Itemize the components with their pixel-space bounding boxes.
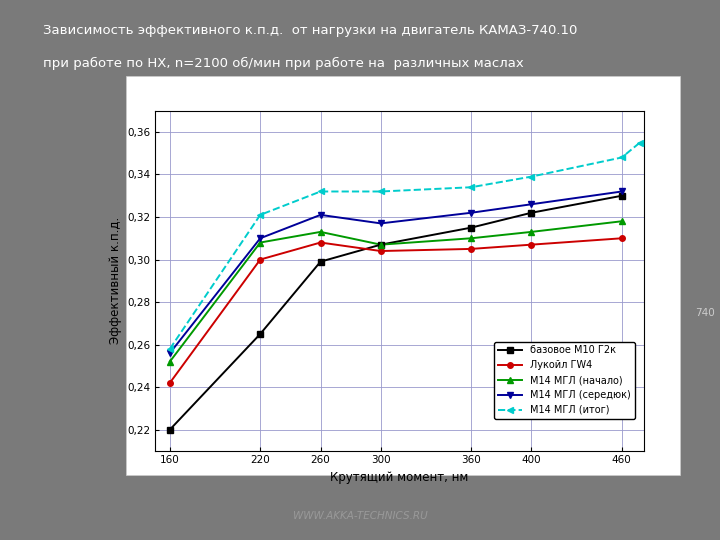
Text: Зависимость эффективного к.п.д.  от нагрузки на двигатель КАМАЗ-740.10: Зависимость эффективного к.п.д. от нагру…: [43, 24, 577, 37]
Y-axis label: Эффективный к.п.д.: Эффективный к.п.д.: [109, 217, 122, 345]
Text: 740: 740: [695, 308, 714, 318]
Bar: [126, 76, 680, 475]
Legend: базовое М10 Г2к, Лукойл ГW4, М14 МГЛ (начало), М14 МГЛ (середюк), М14 МГЛ (итог): базовое М10 Г2к, Лукойл ГW4, М14 МГЛ (на…: [494, 342, 634, 419]
X-axis label: Крутящий момент, нм: Крутящий момент, нм: [330, 471, 469, 484]
Text: WWW.AKKA-TECHNICS.RU: WWW.AKKA-TECHNICS.RU: [292, 511, 428, 521]
Text: при работе по НХ, n=2100 об/мин при работе на  различных маслах: при работе по НХ, n=2100 об/мин при рабо…: [43, 57, 524, 70]
